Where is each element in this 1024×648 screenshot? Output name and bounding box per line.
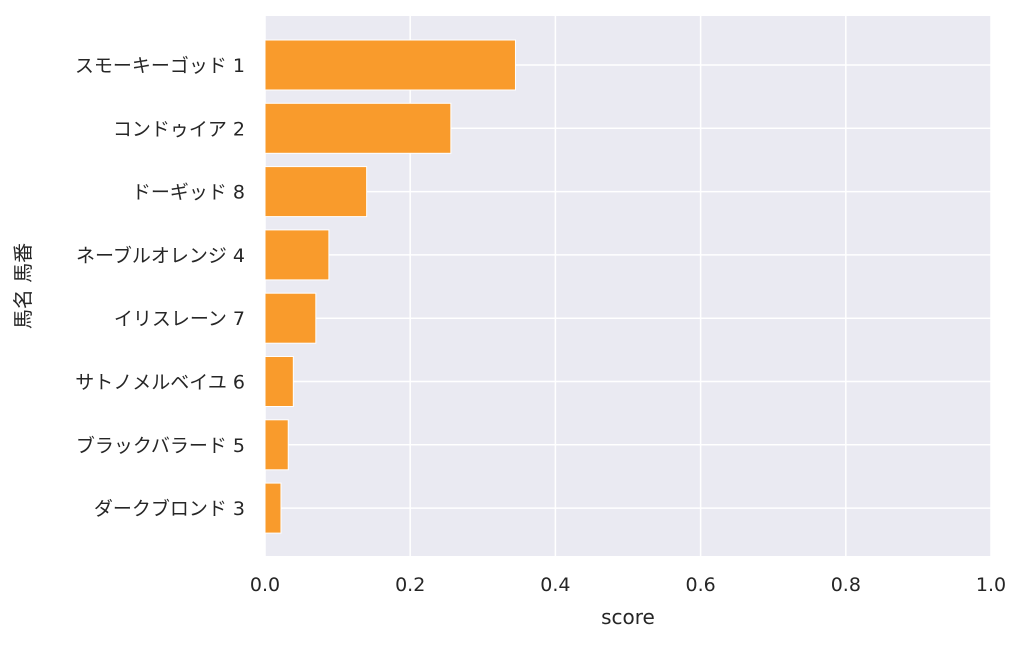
- x-tick-label: 0.2: [395, 574, 425, 596]
- x-tick-label: 0.8: [831, 574, 861, 596]
- y-tick-label: ドーギッド 8: [132, 182, 245, 204]
- y-tick-label: ネーブルオレンジ 4: [76, 244, 245, 267]
- bars: [264, 39, 516, 534]
- grid-lines: [264, 16, 992, 556]
- y-axis-label: 馬名 馬番: [11, 243, 35, 329]
- x-axis-label: score: [601, 605, 655, 629]
- y-tick-label: コンドゥイア 2: [113, 118, 245, 140]
- bar: [264, 482, 282, 534]
- bar: [264, 419, 289, 471]
- y-tick-label: イリスレーン 7: [114, 308, 245, 330]
- bar: [264, 166, 368, 218]
- bar: [264, 356, 294, 407]
- x-tick-label: 0.0: [250, 574, 280, 596]
- y-tick-label: スモーキーゴッド 1: [75, 55, 245, 77]
- y-tick-labels: スモーキーゴッド 1 コンドゥイア 2 ドーギッド 8 ネーブルオレンジ 4 イリスレー…: [75, 55, 245, 520]
- plot-area: [265, 16, 991, 556]
- x-tick-label: 0.4: [540, 574, 570, 596]
- bar: [264, 229, 330, 281]
- y-tick-label: ブラックバラード 5: [76, 434, 245, 457]
- bar: [264, 102, 452, 154]
- y-tick-label: サトノメルベイユ 6: [75, 372, 245, 394]
- x-tick-label: 0.6: [685, 574, 715, 596]
- bar: [264, 292, 317, 344]
- x-tick-label: 1.0: [976, 574, 1006, 596]
- y-tick-label: ダークブロンド 3: [94, 497, 245, 520]
- bar: [264, 39, 516, 91]
- x-tick-labels: 0.0 0.2 0.4 0.6 0.8 1.0: [250, 574, 1006, 596]
